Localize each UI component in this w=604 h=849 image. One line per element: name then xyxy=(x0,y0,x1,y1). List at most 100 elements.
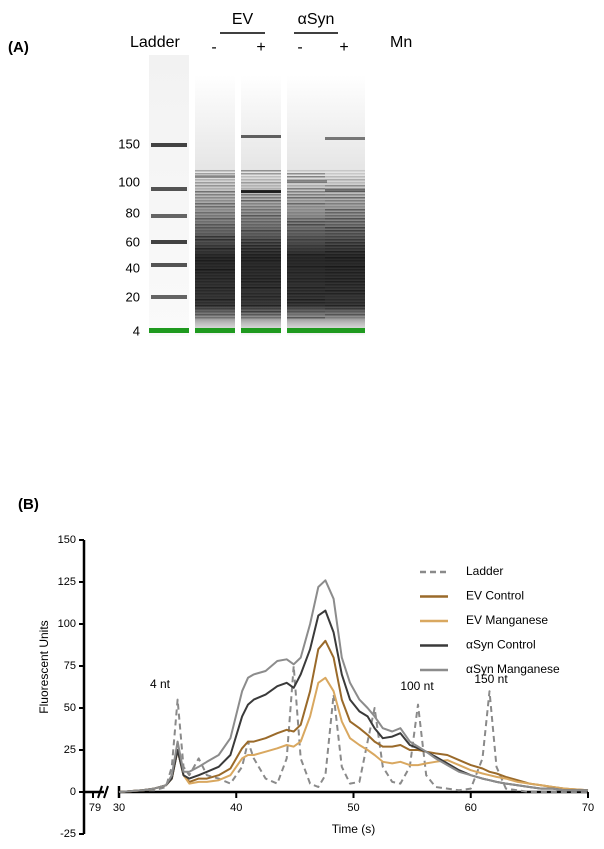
gel-band xyxy=(195,248,235,250)
x-axis-label: Time (s) xyxy=(332,822,376,836)
sample-lane xyxy=(195,75,235,336)
gel-band xyxy=(195,260,235,262)
gel-band xyxy=(195,269,235,271)
gel-band xyxy=(325,236,365,238)
gel-band xyxy=(287,209,327,211)
x-tick-label: 50 xyxy=(347,802,359,814)
panel-b: (B) -25 0 25 50 75 100 125 150 Fluorescent Units… xyxy=(18,496,594,840)
gel-band xyxy=(241,290,281,292)
gel-band xyxy=(195,287,235,289)
gel-band xyxy=(325,209,365,211)
gel-band xyxy=(287,272,327,274)
gel-band xyxy=(195,311,235,313)
gel-band xyxy=(287,179,327,181)
ladder-band xyxy=(151,263,187,267)
gel-band xyxy=(325,272,365,274)
gel-band xyxy=(195,305,235,307)
gel-band xyxy=(287,251,327,253)
gel-band xyxy=(287,236,327,238)
gel-band xyxy=(287,185,327,187)
gel-band xyxy=(195,266,235,268)
y-tick-label: -25 xyxy=(60,828,76,840)
sample-lane xyxy=(241,75,281,336)
gel-band xyxy=(325,173,365,175)
gel-band xyxy=(241,170,281,172)
legend-label: αSyn Manganese xyxy=(466,662,560,676)
gel-band xyxy=(325,194,365,196)
gel-band xyxy=(325,314,365,316)
gel-band xyxy=(287,287,327,289)
x-tick-label: 79 xyxy=(89,802,101,814)
gel-band xyxy=(325,230,365,232)
marker-band xyxy=(195,328,235,333)
gel-band xyxy=(241,230,281,232)
gel-band xyxy=(325,302,365,304)
gel-band xyxy=(195,182,235,184)
gel-band xyxy=(195,284,235,286)
x-tick-label: 60 xyxy=(465,802,477,814)
gel-band xyxy=(325,305,365,307)
gel-band xyxy=(195,290,235,292)
gel-band xyxy=(241,206,281,208)
gel-band xyxy=(325,200,365,202)
gel-band xyxy=(287,203,327,205)
gel-band xyxy=(241,179,281,181)
gel-band xyxy=(241,254,281,256)
gel-band xyxy=(195,233,235,235)
gel-band xyxy=(287,194,327,196)
gel-band xyxy=(287,254,327,256)
gel-band xyxy=(195,188,235,190)
gel-band xyxy=(287,242,327,244)
gel-band xyxy=(325,290,365,292)
gel-band xyxy=(287,215,327,217)
gel-band xyxy=(241,173,281,175)
gel-band xyxy=(325,308,365,310)
gel-band xyxy=(195,194,235,196)
treatment-label: Mn xyxy=(390,34,412,51)
gel-band xyxy=(241,293,281,295)
gel-band xyxy=(287,221,327,223)
gel-band xyxy=(195,239,235,241)
group-label: αSyn xyxy=(298,11,335,28)
gel-band xyxy=(287,227,327,229)
gel-band xyxy=(325,233,365,235)
y-axis-label: Fluorescent Units xyxy=(37,620,51,713)
gel-band xyxy=(325,263,365,265)
gel-band xyxy=(195,175,235,178)
peak-annotation: 150 nt xyxy=(474,672,508,686)
gel-band xyxy=(287,317,327,319)
group-label: EV xyxy=(232,11,254,28)
y-tick-label: 75 xyxy=(64,660,76,672)
gel-band xyxy=(195,224,235,226)
gel-band xyxy=(241,272,281,274)
gel-band xyxy=(325,176,365,178)
gel-band xyxy=(287,218,327,220)
gel-band xyxy=(241,308,281,310)
y-tick-label: 25 xyxy=(64,744,76,756)
gel-band xyxy=(325,311,365,313)
gel-band xyxy=(325,257,365,259)
gel-band xyxy=(287,180,327,183)
gel-band xyxy=(195,302,235,304)
gel-band xyxy=(195,257,235,259)
gel-band xyxy=(241,135,281,138)
gel-band xyxy=(325,227,365,229)
gel-band xyxy=(195,296,235,298)
gel-band xyxy=(325,170,365,172)
lane-label: + xyxy=(256,39,265,56)
gel-band xyxy=(325,266,365,268)
gel-band xyxy=(195,308,235,310)
gel-band xyxy=(287,182,327,184)
y-tick-label: 100 xyxy=(58,618,76,630)
gel-band xyxy=(195,185,235,187)
gel-band xyxy=(241,287,281,289)
gel-band xyxy=(195,278,235,280)
gel-band xyxy=(195,191,235,193)
gel-band xyxy=(287,257,327,259)
gel-band xyxy=(241,194,281,196)
gel-band xyxy=(195,227,235,229)
gel-band xyxy=(287,173,327,175)
x-tick-label: 30 xyxy=(113,802,125,814)
ladder-size-label: 100 xyxy=(118,174,140,189)
